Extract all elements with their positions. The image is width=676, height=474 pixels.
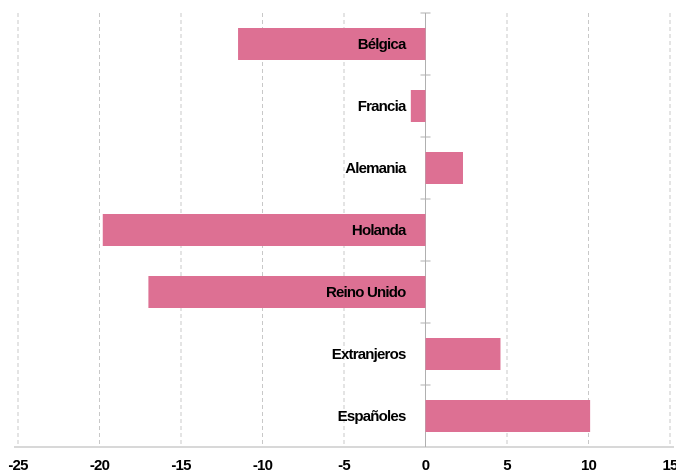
y-tick-label: Francia [358, 98, 407, 115]
x-tick-label: -20 [90, 457, 110, 474]
x-tick-label: 10 [581, 457, 597, 474]
y-tick-label: Alemania [345, 160, 407, 177]
bar [148, 276, 426, 308]
y-tick-label: Bélgica [358, 36, 407, 53]
y-tick-label: Holanda [352, 222, 407, 239]
bar [425, 338, 501, 370]
x-tick-label: -25 [8, 457, 28, 474]
bar [102, 214, 426, 246]
bar [425, 152, 463, 184]
bar [425, 400, 591, 432]
bar [410, 90, 426, 122]
x-tick-label: 15 [662, 457, 676, 474]
y-tick-label: Reino Unido [326, 284, 406, 301]
y-tick-label: Españoles [338, 408, 406, 425]
x-tick-label: 5 [503, 457, 511, 474]
x-tick-label: 0 [422, 457, 430, 474]
x-tick-label: -15 [171, 457, 191, 474]
x-tick-label: -10 [253, 457, 273, 474]
x-tick-label: -5 [338, 457, 350, 474]
y-tick-label: Extranjeros [332, 346, 406, 363]
bar [238, 28, 426, 60]
